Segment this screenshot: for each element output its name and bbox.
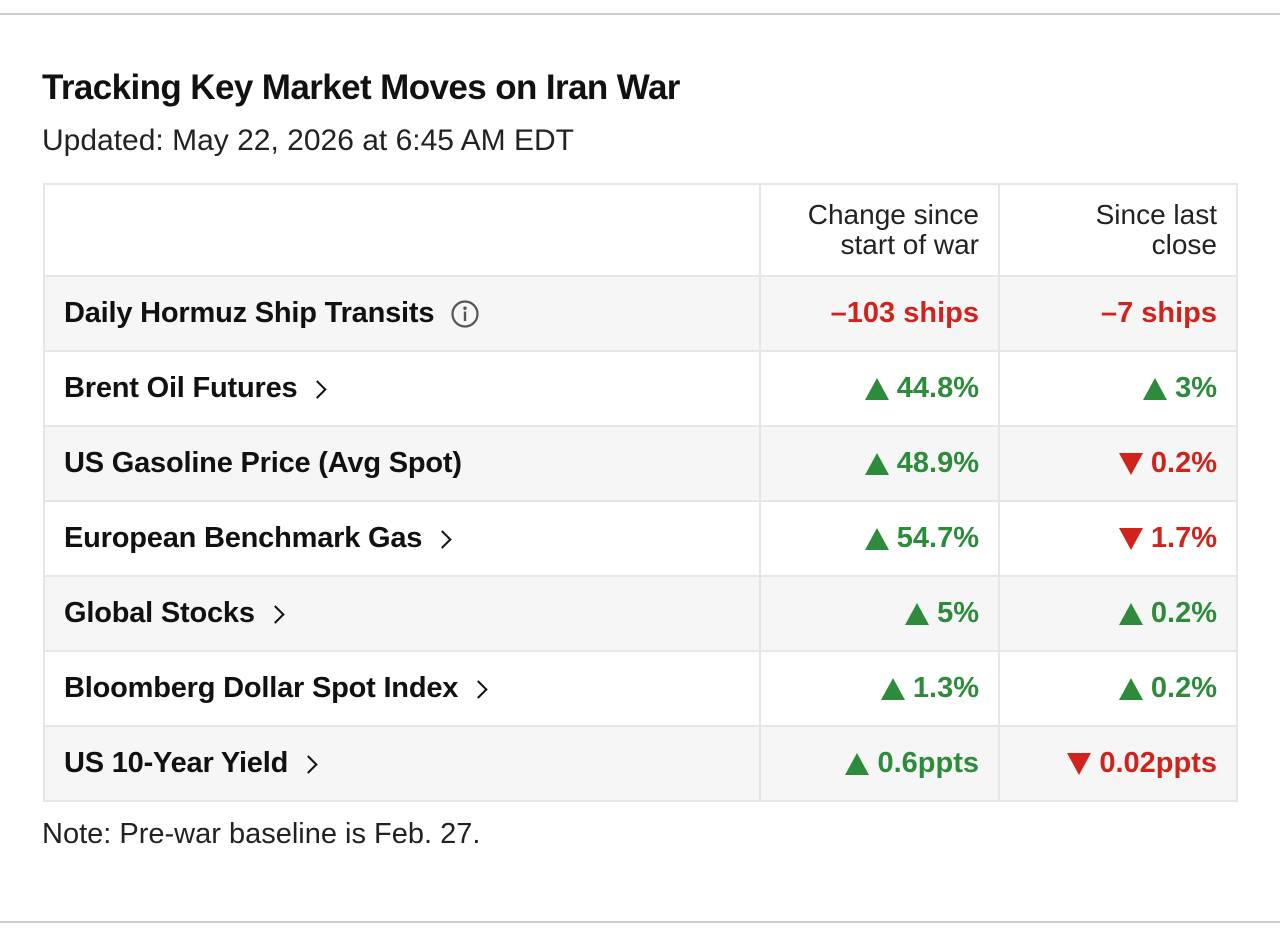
since-last-close-cell: 0.2% xyxy=(998,427,1236,500)
triangle-up-icon xyxy=(864,527,889,550)
market-moves-table: Change since start of war Since last clo… xyxy=(43,183,1238,802)
value-number: 0.6ppts xyxy=(877,747,979,779)
value-number: 1.7% xyxy=(1150,522,1217,554)
footnote: Note: Pre-war baseline is Feb. 27. xyxy=(42,818,481,850)
top-divider xyxy=(0,13,1280,15)
row-label: Global Stocks xyxy=(64,597,255,629)
value-text: –7 ships xyxy=(1101,297,1217,330)
change-since-start-cell: 5% xyxy=(759,577,998,650)
value-number: 54.7% xyxy=(896,522,979,554)
value-text: 1.3% xyxy=(880,672,979,705)
value-text: 0.6ppts xyxy=(845,747,979,780)
row-label-cell: European Benchmark Gas xyxy=(45,502,759,575)
header-since-last-close: Since last close xyxy=(998,185,1236,275)
value-number: –7 ships xyxy=(1100,297,1217,329)
since-last-close-cell: 0.2% xyxy=(998,652,1236,725)
value-text: 44.8% xyxy=(864,372,979,405)
chevron-right-icon[interactable] xyxy=(299,754,318,774)
triangle-up-icon xyxy=(905,602,930,625)
table-header-row: Change since start of war Since last clo… xyxy=(45,185,1236,275)
since-last-close-cell: 0.2% xyxy=(998,577,1236,650)
value-number: 0.02ppts xyxy=(1099,747,1217,779)
value-text: 0.2% xyxy=(1118,672,1217,705)
value-number: 44.8% xyxy=(896,372,979,404)
row-label-cell: Brent Oil Futures xyxy=(45,352,759,425)
updated-timestamp: Updated: May 22, 2026 at 6:45 AM EDT xyxy=(42,124,574,157)
value-text: 48.9% xyxy=(864,447,979,480)
row-label: US Gasoline Price (Avg Spot) xyxy=(64,447,462,479)
value-number: 0.2% xyxy=(1150,447,1217,479)
row-label: European Benchmark Gas xyxy=(64,522,423,554)
change-since-start-cell: 44.8% xyxy=(759,352,998,425)
row-label-cell: US 10-Year Yield xyxy=(45,727,759,800)
change-since-start-cell: 48.9% xyxy=(759,427,998,500)
value-number: 48.9% xyxy=(896,447,979,479)
table-row: Daily Hormuz Ship Transits –103 ships –7 s… xyxy=(45,275,1236,350)
triangle-up-icon xyxy=(1118,677,1143,700)
table-row: US Gasoline Price (Avg Spot) 48.9% 0.2% xyxy=(45,425,1236,500)
table-row[interactable]: Global Stocks 5% 0.2% xyxy=(45,575,1236,650)
triangle-down-icon xyxy=(1118,452,1143,475)
info-icon[interactable] xyxy=(450,299,480,329)
triangle-up-icon xyxy=(1118,602,1143,625)
header-change-since-start: Change since start of war xyxy=(759,185,998,275)
row-label-cell: Global Stocks xyxy=(45,577,759,650)
page-title: Tracking Key Market Moves on Iran War xyxy=(42,68,680,107)
chevron-right-icon[interactable] xyxy=(469,679,488,699)
value-text: 1.7% xyxy=(1118,522,1217,555)
triangle-up-icon xyxy=(845,752,870,775)
chevron-right-icon[interactable] xyxy=(308,379,328,399)
triangle-up-icon xyxy=(864,377,889,400)
triangle-down-icon xyxy=(1067,752,1092,775)
change-since-start-cell: –103 ships xyxy=(759,277,998,350)
value-text: 3% xyxy=(1143,372,1217,405)
header-label-cell xyxy=(45,185,759,275)
value-text: 0.2% xyxy=(1118,447,1217,480)
row-label-cell: US Gasoline Price (Avg Spot) xyxy=(45,427,759,500)
value-text: 0.02ppts xyxy=(1067,747,1217,780)
row-label-cell: Bloomberg Dollar Spot Index xyxy=(45,652,759,725)
row-label-cell: Daily Hormuz Ship Transits xyxy=(45,277,759,350)
value-number: 1.3% xyxy=(912,672,979,704)
column-header-label: Since last close xyxy=(1095,199,1217,260)
value-number: 5% xyxy=(937,597,979,629)
triangle-up-icon xyxy=(1143,377,1168,400)
bottom-divider xyxy=(0,921,1280,923)
value-number: 0.2% xyxy=(1150,672,1217,704)
chevron-right-icon[interactable] xyxy=(433,529,452,549)
value-text: 5% xyxy=(905,597,979,630)
triangle-up-icon xyxy=(880,677,905,700)
value-number: 0.2% xyxy=(1150,597,1217,629)
table-body: Daily Hormuz Ship Transits –103 ships –7 s… xyxy=(45,275,1236,800)
value-number: –103 ships xyxy=(830,297,979,329)
since-last-close-cell: 0.02ppts xyxy=(998,727,1236,800)
row-label: US 10-Year Yield xyxy=(64,747,289,779)
row-label: Bloomberg Dollar Spot Index xyxy=(64,672,459,704)
value-number: 3% xyxy=(1175,372,1217,404)
table-row[interactable]: US 10-Year Yield 0.6ppts 0.02ppts xyxy=(45,725,1236,800)
row-label: Brent Oil Futures xyxy=(64,372,298,404)
triangle-down-icon xyxy=(1118,527,1143,550)
value-text: 0.2% xyxy=(1118,597,1217,630)
since-last-close-cell: 1.7% xyxy=(998,502,1236,575)
table-row[interactable]: Brent Oil Futures 44.8% 3% xyxy=(45,350,1236,425)
change-since-start-cell: 1.3% xyxy=(759,652,998,725)
value-text: –103 ships xyxy=(831,297,979,330)
table-row[interactable]: Bloomberg Dollar Spot Index 1.3% 0.2% xyxy=(45,650,1236,725)
column-header-label: Change since start of war xyxy=(807,199,979,260)
change-since-start-cell: 54.7% xyxy=(759,502,998,575)
since-last-close-cell: –7 ships xyxy=(998,277,1236,350)
triangle-up-icon xyxy=(864,452,889,475)
table-row[interactable]: European Benchmark Gas 54.7% 1.7% xyxy=(45,500,1236,575)
value-text: 54.7% xyxy=(864,522,979,555)
since-last-close-cell: 3% xyxy=(998,352,1236,425)
change-since-start-cell: 0.6ppts xyxy=(759,727,998,800)
row-label: Daily Hormuz Ship Transits xyxy=(64,297,435,329)
chevron-right-icon[interactable] xyxy=(266,604,285,624)
